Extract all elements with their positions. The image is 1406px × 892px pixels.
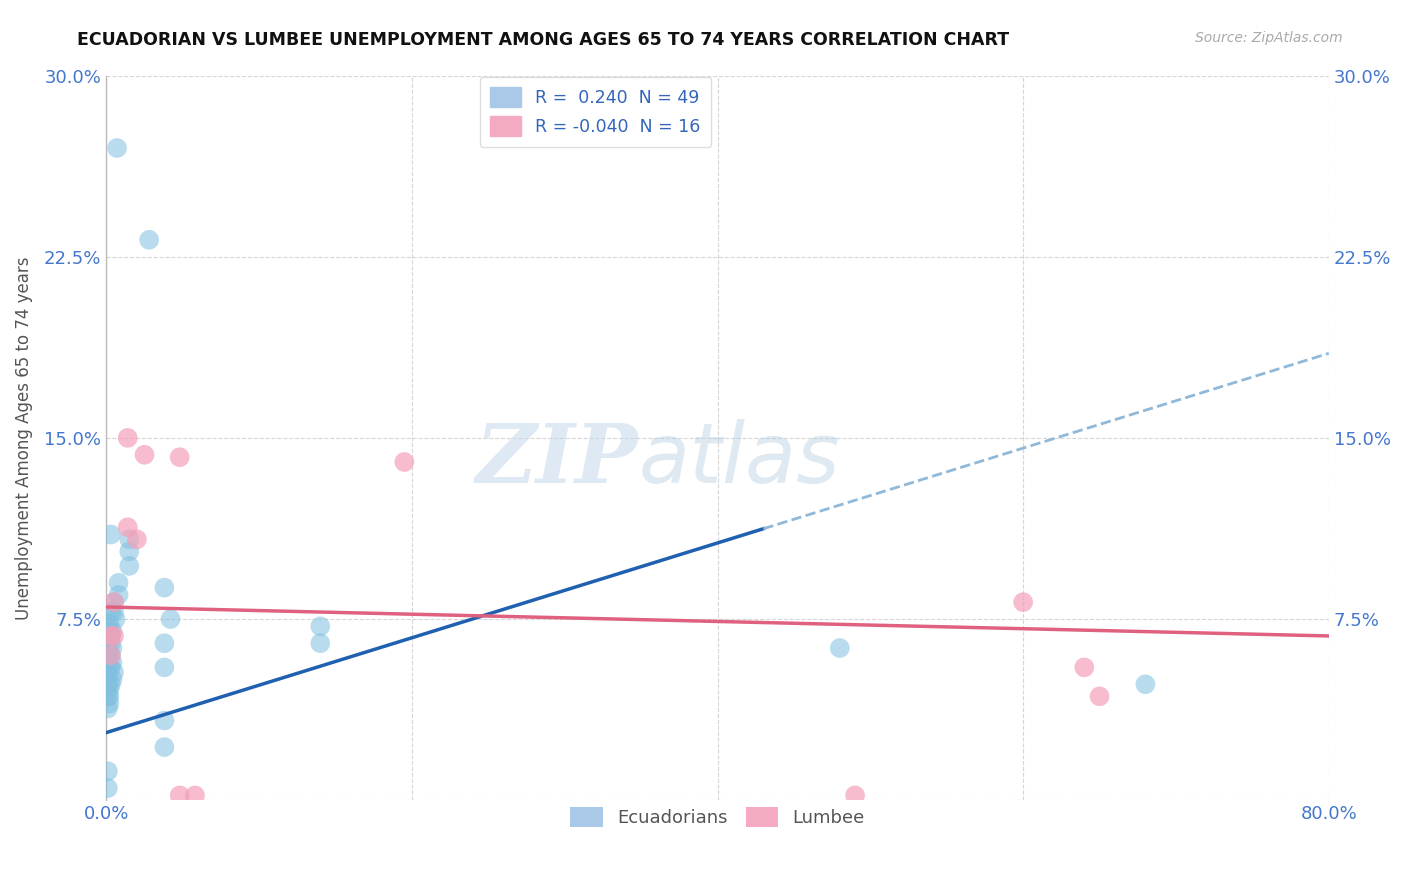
Legend: Ecuadorians, Lumbee: Ecuadorians, Lumbee — [562, 799, 872, 835]
Point — [98, 624, 121, 639]
Point — [100, 677, 122, 691]
Point — [118, 544, 141, 558]
Point — [394, 455, 416, 469]
Point — [101, 624, 124, 639]
Point — [125, 533, 148, 547]
Point — [100, 660, 122, 674]
Point — [134, 448, 156, 462]
Text: ZIP: ZIP — [475, 419, 638, 500]
Point — [153, 581, 176, 595]
Point — [159, 612, 181, 626]
Point — [138, 233, 160, 247]
Point — [101, 640, 124, 655]
Point — [100, 648, 122, 663]
Point — [97, 690, 120, 704]
Point — [1073, 660, 1095, 674]
Point — [100, 629, 122, 643]
Point — [309, 619, 332, 633]
Point — [153, 660, 176, 674]
Point — [844, 789, 866, 803]
Point — [97, 667, 120, 681]
Point — [169, 450, 191, 465]
Point — [105, 141, 128, 155]
Point — [97, 677, 120, 691]
Point — [101, 656, 124, 670]
Point — [184, 789, 207, 803]
Point — [118, 533, 141, 547]
Point — [100, 636, 122, 650]
Point — [97, 660, 120, 674]
Point — [117, 431, 139, 445]
Point — [153, 714, 176, 728]
Point — [1012, 595, 1035, 609]
Point — [103, 629, 125, 643]
Point — [117, 520, 139, 534]
Point — [107, 575, 129, 590]
Point — [103, 595, 125, 609]
Point — [97, 653, 120, 667]
Point — [100, 527, 122, 541]
Y-axis label: Unemployment Among Ages 65 to 74 years: Unemployment Among Ages 65 to 74 years — [15, 256, 32, 620]
Point — [98, 697, 121, 711]
Point — [98, 690, 121, 704]
Point — [153, 740, 176, 755]
Point — [97, 701, 120, 715]
Point — [98, 616, 121, 631]
Point — [309, 636, 332, 650]
Point — [100, 605, 122, 619]
Point — [1088, 690, 1111, 704]
Point — [97, 764, 120, 779]
Point — [103, 665, 125, 680]
Text: Source: ZipAtlas.com: Source: ZipAtlas.com — [1195, 31, 1343, 45]
Point — [97, 648, 120, 663]
Point — [97, 636, 120, 650]
Text: ECUADORIAN VS LUMBEE UNEMPLOYMENT AMONG AGES 65 TO 74 YEARS CORRELATION CHART: ECUADORIAN VS LUMBEE UNEMPLOYMENT AMONG … — [77, 31, 1010, 49]
Point — [98, 682, 121, 697]
Point — [169, 789, 191, 803]
Point — [101, 673, 124, 687]
Point — [118, 558, 141, 573]
Point — [107, 588, 129, 602]
Point — [103, 605, 125, 619]
Text: atlas: atlas — [638, 419, 839, 500]
Point — [100, 629, 122, 643]
Point — [97, 781, 120, 796]
Point — [98, 629, 121, 643]
Point — [1135, 677, 1157, 691]
Point — [104, 612, 127, 626]
Point — [153, 636, 176, 650]
Point — [100, 648, 122, 663]
Point — [103, 595, 125, 609]
Point — [828, 640, 851, 655]
Point — [97, 643, 120, 657]
